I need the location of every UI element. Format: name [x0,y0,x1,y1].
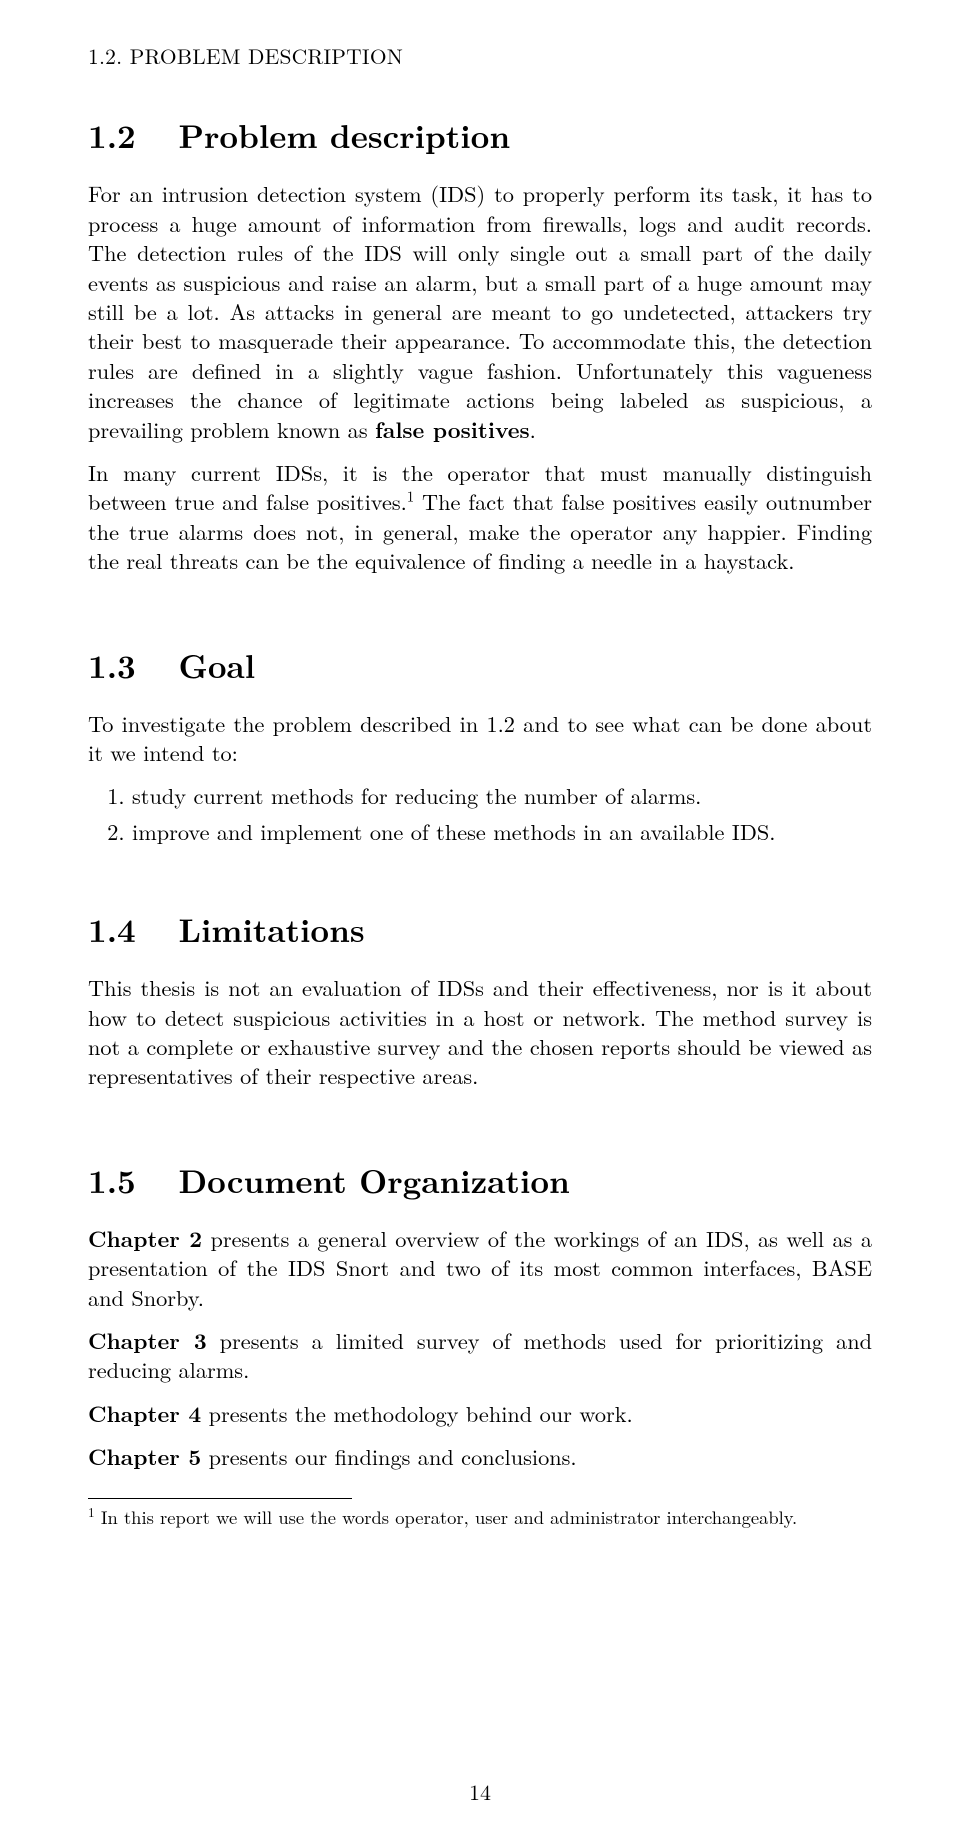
bold-term-false-positives: false positives [375,413,530,445]
text-run: presents a general overview of the worki… [88,1223,872,1313]
section-title: Document Organization [178,1156,569,1203]
goal-list: study current methods for reducing the n… [88,781,872,846]
paragraph: In many current IDSs, it is the operator… [88,458,872,576]
paragraph: This thesis is not an evaluation of IDSs… [88,973,872,1091]
text-run: For an intrusion detection system (IDS) … [88,178,872,444]
section-number: 1.3 [88,644,166,687]
footnote-marker: 1 [407,487,414,507]
chapter-label: Chapter 4 [88,1397,201,1429]
chapter-label: Chapter 3 [88,1324,207,1356]
description-item: Chapter 5 presents our findings and conc… [88,1442,872,1471]
section-number: 1.2 [88,114,166,157]
section-heading-1-5: 1.5 Document Organization [88,1159,872,1202]
text-run: . [530,414,536,445]
description-item: Chapter 2 presents a general overview of… [88,1224,872,1312]
chapter-label: Chapter 5 [88,1440,201,1472]
section-number: 1.5 [88,1159,166,1202]
description-item: Chapter 4 presents the methodology behin… [88,1399,872,1428]
text-run: presents our findings and conclusions. [201,1441,576,1472]
footnote-rule [88,1498,352,1499]
section-title: Problem description [178,111,510,158]
text-run: presents the methodology behind our work… [201,1398,633,1429]
footnote-number: 1 [88,1502,95,1521]
footnote-text: In this report we will use the words ope… [95,1504,797,1530]
chapter-label: Chapter 2 [88,1222,202,1254]
page: 1.2. PROBLEM DESCRIPTION 1.2 Problem des… [0,0,960,1840]
paragraph: For an intrusion detection system (IDS) … [88,179,872,444]
section-title: Goal [178,641,255,688]
section-heading-1-4: 1.4 Limitations [88,908,872,951]
description-item: Chapter 3 presents a limited survey of m… [88,1326,872,1385]
page-number: 14 [0,1777,960,1806]
footnote: 1 In this report we will use the words o… [88,1505,872,1530]
section-heading-1-3: 1.3 Goal [88,644,872,687]
section-heading-1-2: 1.2 Problem description [88,114,872,157]
section-title: Limitations [178,905,364,952]
list-item: study current methods for reducing the n… [132,781,872,810]
list-item: improve and implement one of these metho… [132,817,872,846]
section-number: 1.4 [88,908,166,951]
running-head: 1.2. PROBLEM DESCRIPTION [88,42,872,70]
paragraph: To investigate the problem described in … [88,709,872,768]
